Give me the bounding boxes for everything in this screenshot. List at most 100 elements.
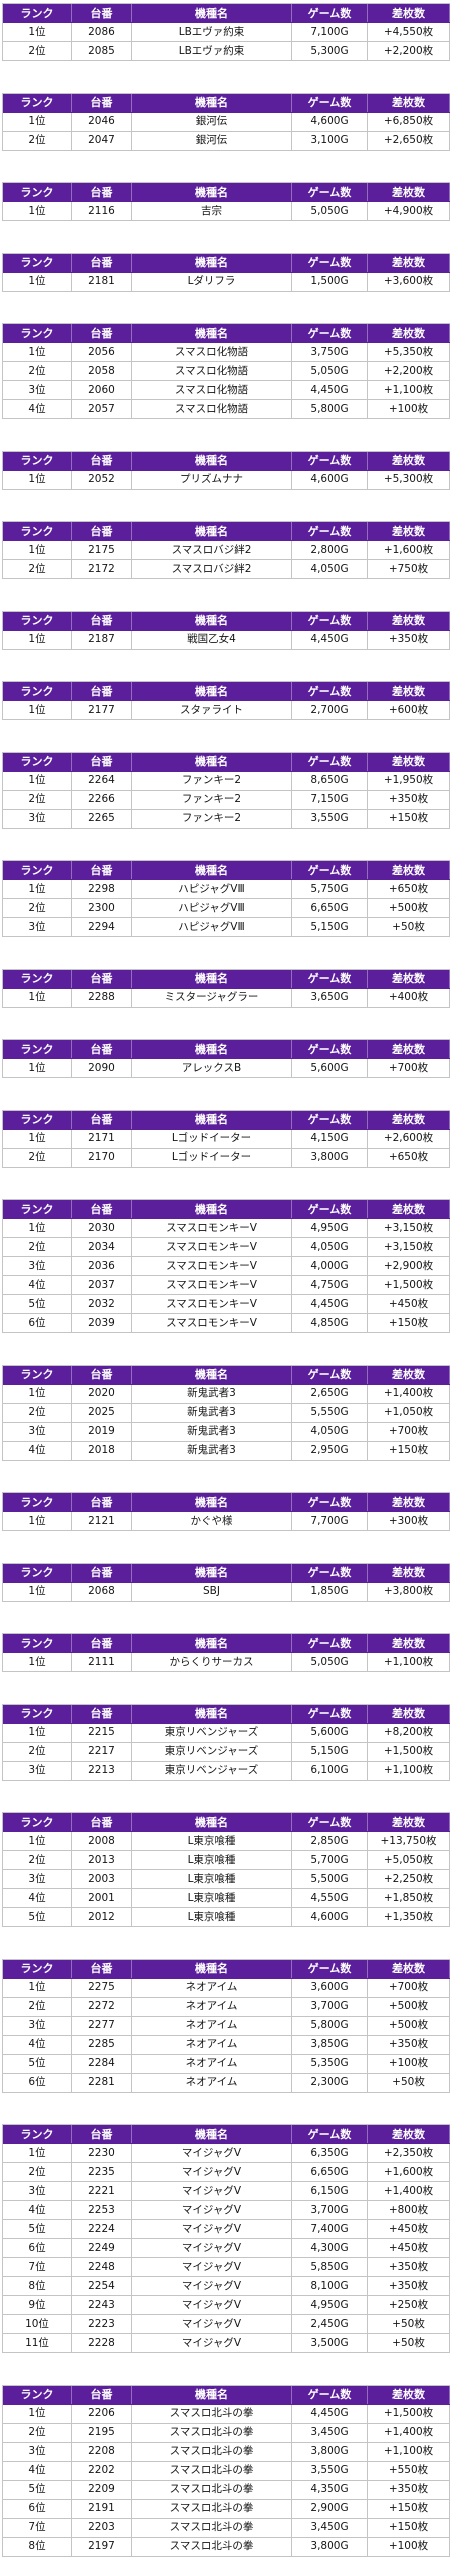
machine-number-cell: 2172 bbox=[72, 560, 132, 578]
rank-cell: 4位 bbox=[3, 2201, 72, 2219]
rank-cell: 4位 bbox=[3, 1889, 72, 1907]
rank-cell: 10位 bbox=[3, 2315, 72, 2333]
rank-cell: 1位 bbox=[3, 1653, 72, 1671]
difference-cell: +1,100枚 bbox=[368, 381, 450, 399]
header-difference: 差枚数 bbox=[368, 324, 450, 342]
header-games: ゲーム数 bbox=[292, 1110, 368, 1129]
machine-number-cell: 2228 bbox=[72, 2334, 132, 2352]
header-games: ゲーム数 bbox=[292, 1959, 368, 1978]
table-row: 9位 2243 マイジャグV 4,950G +250枚 bbox=[3, 2296, 450, 2315]
rank-cell: 1位 bbox=[3, 272, 72, 291]
rank-cell: 4位 bbox=[3, 1441, 72, 1460]
table-row: 3位 2036 スマスロモンキーV 4,000G +2,900枚 bbox=[3, 1257, 450, 1276]
model-cell: スマスロ北斗の拳 bbox=[132, 2442, 292, 2461]
rank-cell: 1位 bbox=[3, 1582, 72, 1601]
difference-cell: +100枚 bbox=[368, 2054, 450, 2073]
rank-cell: 1位 bbox=[3, 771, 72, 790]
table-header-row: ランク 台番 機種名 ゲーム数 差枚数 bbox=[3, 93, 450, 113]
header-rank: ランク bbox=[3, 4, 72, 22]
table-row: 4位 2037 スマスロモンキーV 4,750G +1,500枚 bbox=[3, 1276, 450, 1295]
model-cell: スタァライト bbox=[132, 701, 292, 719]
games-cell: 5,050G bbox=[292, 202, 368, 220]
table-row: 5位 2012 L東京喰種 4,600G +1,350枚 bbox=[3, 1908, 450, 1927]
model-cell: スマスロ化物語 bbox=[132, 381, 292, 399]
header-model: 機種名 bbox=[132, 93, 292, 112]
model-cell: スマスロ北斗の拳 bbox=[132, 2461, 292, 2480]
games-cell: 2,700G bbox=[292, 701, 368, 719]
games-cell: 1,850G bbox=[292, 1582, 368, 1601]
header-model: 機種名 bbox=[132, 1959, 292, 1978]
model-cell: SBJ bbox=[132, 1582, 292, 1601]
header-difference: 差枚数 bbox=[368, 1634, 450, 1652]
table-row: 5位 2209 スマスロ北斗の拳 4,350G +350枚 bbox=[3, 2480, 450, 2500]
table-row: 1位 2175 スマスロバジ絆2 2,800G +1,600枚 bbox=[3, 541, 450, 560]
difference-cell: +4,550枚 bbox=[368, 23, 450, 41]
table-row: 1位 2288 ミスタージャグラー 3,650G +400枚 bbox=[3, 988, 450, 1008]
machine-number-cell: 2001 bbox=[72, 1889, 132, 1907]
header-model: 機種名 bbox=[132, 611, 292, 630]
difference-cell: +300枚 bbox=[368, 1512, 450, 1530]
header-machine-number: 台番 bbox=[72, 682, 132, 700]
difference-cell: +1,500枚 bbox=[368, 1276, 450, 1294]
model-cell: マイジャグV bbox=[132, 2258, 292, 2276]
games-cell: 4,750G bbox=[292, 1276, 368, 1294]
machine-number-cell: 2221 bbox=[72, 2182, 132, 2200]
model-cell: ファンキー2 bbox=[132, 771, 292, 790]
rank-cell: 8位 bbox=[3, 2537, 72, 2556]
machine-number-cell: 2034 bbox=[72, 1238, 132, 1256]
rank-cell: 1位 bbox=[3, 1219, 72, 1237]
header-games: ゲーム数 bbox=[292, 2385, 368, 2404]
games-cell: 2,800G bbox=[292, 541, 368, 559]
difference-cell: +350枚 bbox=[368, 2480, 450, 2499]
machine-number-cell: 2020 bbox=[72, 1384, 132, 1403]
ranking-table: ランク 台番 機種名 ゲーム数 差枚数 1位 2181 Lダリフラ 1,500G +3,600枚 bbox=[2, 252, 450, 292]
games-cell: 6,650G bbox=[292, 2163, 368, 2181]
difference-cell: +5,050枚 bbox=[368, 1851, 450, 1869]
header-rank: ランク bbox=[3, 2385, 72, 2404]
header-games: ゲーム数 bbox=[292, 2125, 368, 2143]
machine-number-cell: 2275 bbox=[72, 1978, 132, 1997]
model-cell: マイジャグV bbox=[132, 2182, 292, 2200]
machine-number-cell: 2175 bbox=[72, 541, 132, 559]
model-cell: ファンキー2 bbox=[132, 809, 292, 828]
ranking-table: ランク 台番 機種名 ゲーム数 差枚数 1位 2090 アレックスB 5,600G +700枚 bbox=[2, 1039, 450, 1078]
header-rank: ランク bbox=[3, 451, 72, 470]
header-games: ゲーム数 bbox=[292, 969, 368, 988]
header-machine-number: 台番 bbox=[72, 1563, 132, 1582]
difference-cell: +2,650枚 bbox=[368, 131, 450, 150]
header-rank: ランク bbox=[3, 253, 72, 272]
games-cell: 3,800G bbox=[292, 1148, 368, 1167]
header-difference: 差枚数 bbox=[368, 969, 450, 988]
difference-cell: +350枚 bbox=[368, 2277, 450, 2295]
header-model: 機種名 bbox=[132, 451, 292, 470]
difference-cell: +150枚 bbox=[368, 2499, 450, 2518]
difference-cell: +5,350枚 bbox=[368, 343, 450, 361]
games-cell: 5,850G bbox=[292, 2258, 368, 2276]
games-cell: 3,850G bbox=[292, 2035, 368, 2054]
table-row: 7位 2248 マイジャグV 5,850G +350枚 bbox=[3, 2258, 450, 2277]
difference-cell: +150枚 bbox=[368, 809, 450, 828]
model-cell: スマスロ北斗の拳 bbox=[132, 2518, 292, 2537]
games-cell: 4,550G bbox=[292, 1889, 368, 1907]
header-rank: ランク bbox=[3, 611, 72, 630]
header-model: 機種名 bbox=[132, 1040, 292, 1058]
model-cell: スマスロモンキーV bbox=[132, 1257, 292, 1275]
table-row: 1位 2171 Lゴッドイーター 4,150G +2,600枚 bbox=[3, 1129, 450, 1149]
machine-number-cell: 2217 bbox=[72, 1742, 132, 1761]
model-cell: かぐや様 bbox=[132, 1512, 292, 1530]
difference-cell: +2,900枚 bbox=[368, 1257, 450, 1275]
header-machine-number: 台番 bbox=[72, 2125, 132, 2143]
difference-cell: +1,600枚 bbox=[368, 2163, 450, 2181]
model-cell: スマスロ北斗の拳 bbox=[132, 2480, 292, 2499]
header-difference: 差枚数 bbox=[368, 1493, 450, 1511]
table-row: 3位 2277 ネオアイム 5,800G +500枚 bbox=[3, 2016, 450, 2036]
difference-cell: +450枚 bbox=[368, 1295, 450, 1313]
difference-cell: +50枚 bbox=[368, 2315, 450, 2333]
model-cell: 東京リベンジャーズ bbox=[132, 1742, 292, 1761]
rank-cell: 3位 bbox=[3, 2442, 72, 2461]
table-row: 5位 2224 マイジャグV 7,400G +450枚 bbox=[3, 2220, 450, 2239]
model-cell: スマスロ北斗の拳 bbox=[132, 2423, 292, 2442]
table-row: 4位 2001 L東京喰種 4,550G +1,850枚 bbox=[3, 1889, 450, 1908]
difference-cell: +13,750枚 bbox=[368, 1832, 450, 1850]
